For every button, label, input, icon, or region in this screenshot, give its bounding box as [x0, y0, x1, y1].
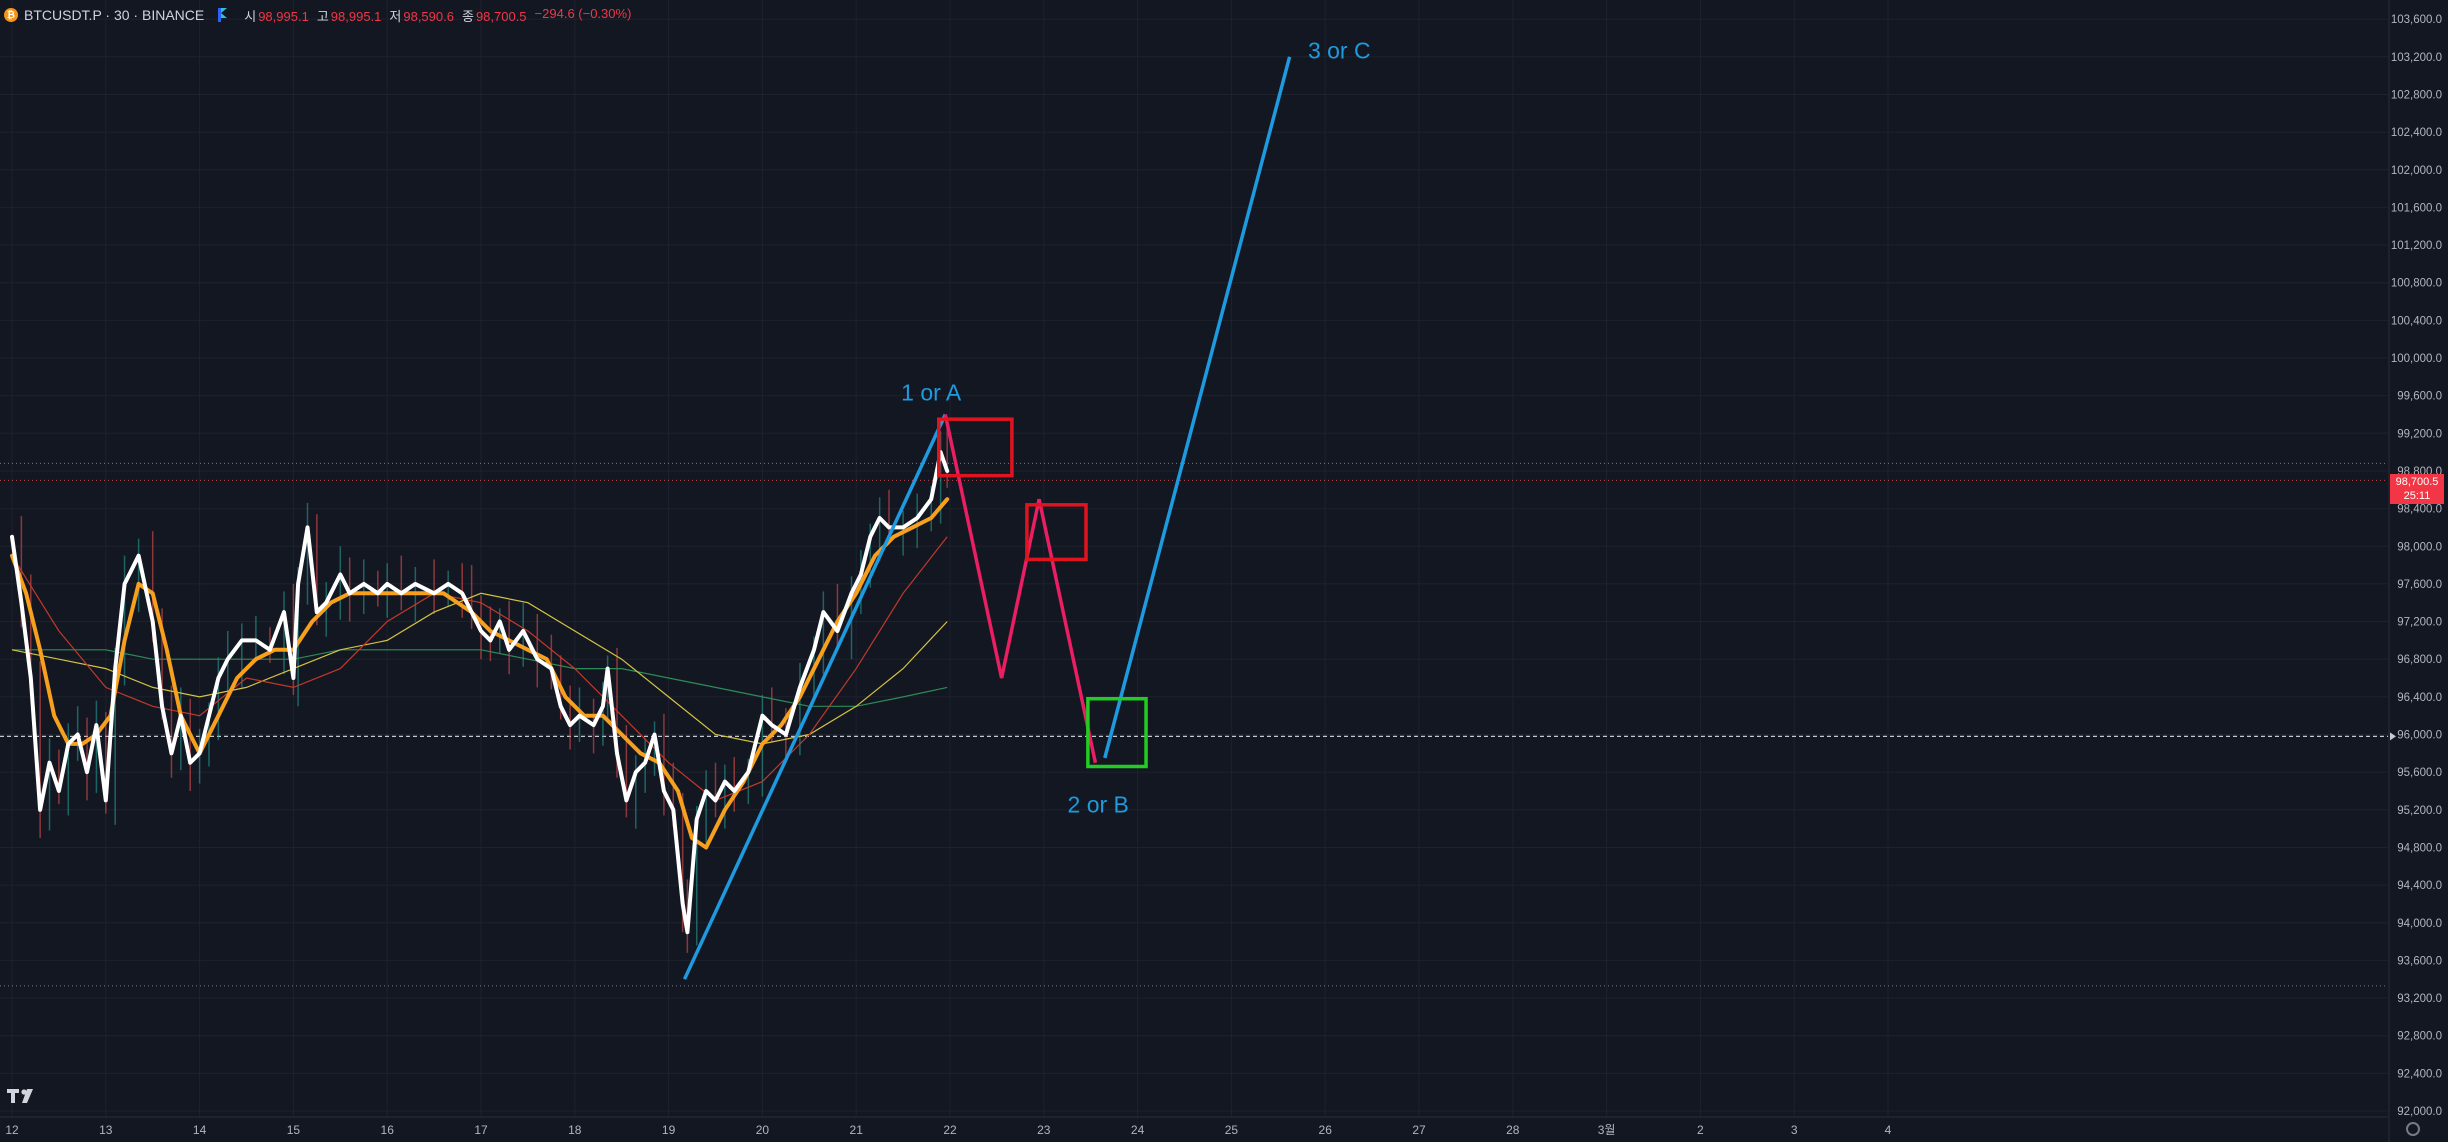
price-tick-label: 100,800.0 [2391, 278, 2442, 290]
ohlc-open-value: 98,995.1 [258, 8, 309, 24]
time-tick-label: 16 [381, 1123, 395, 1137]
price-tick-label: 96,000.0 [2397, 730, 2442, 742]
time-tick-label: 18 [568, 1123, 582, 1137]
chart-grid [0, 0, 2388, 1117]
price-tick-label: 93,200.0 [2397, 993, 2442, 1005]
red-box-2 [1025, 503, 1088, 562]
price-tick-label: 98,400.0 [2397, 504, 2442, 516]
red-box-1 [936, 417, 1014, 478]
ohlc-close-label: 종 [461, 8, 474, 24]
time-tick-label: 22 [943, 1123, 957, 1137]
time-axis: 12 13 14 15 16 17 18 19 20 21 22 23 24 25 26 27 28 3월 2 3 4 [0, 1116, 2388, 1137]
ohlc-high-value: 98,995.1 [330, 8, 382, 24]
time-tick-label: 3월 [1598, 1123, 1616, 1137]
price-tick-label: 100,400.0 [2391, 315, 2442, 327]
price-tick-label: 92,800.0 [2397, 1031, 2442, 1043]
price-tick-label: 102,800.0 [2391, 89, 2442, 101]
wave-label-2: 2 or B [1068, 792, 1129, 818]
price-tick-label: 96,400.0 [2397, 692, 2442, 704]
price-tick-label: 99,200.0 [2397, 428, 2442, 440]
time-tick-label: 24 [1131, 1123, 1145, 1137]
wave-pink-line [943, 414, 1098, 764]
price-tick-label: 94,800.0 [2397, 842, 2442, 854]
time-tick-label: 12 [5, 1123, 19, 1137]
price-tick-label: 95,600.0 [2397, 767, 2442, 779]
price-tick-label: 96,800.0 [2397, 654, 2442, 666]
wave-label-3: 3 or C [1308, 38, 1371, 64]
time-tick-label: 27 [1412, 1123, 1426, 1137]
price-tick-label: 101,600.0 [2391, 202, 2442, 214]
price-tick-label: 95,200.0 [2397, 805, 2442, 817]
tradingview-logo-icon[interactable] [7, 1087, 39, 1105]
ohlc-high-label: 고 [316, 8, 329, 24]
time-tick-label: 25 [1225, 1123, 1239, 1137]
settings-gear-icon[interactable] [2406, 1122, 2420, 1136]
ohlc-low-value: 98,590.6 [403, 8, 454, 24]
symbol-title[interactable]: BTCUSDT.P · 30 · BINANCE [24, 7, 205, 23]
price-tick-label: 101,200.0 [2391, 240, 2442, 252]
time-tick-label: 23 [1037, 1123, 1051, 1137]
price-tick-label: 99,600.0 [2397, 391, 2442, 403]
price-line [10, 450, 950, 935]
price-tick-label: 103,600.0 [2391, 14, 2442, 26]
time-tick-label: 4 [1885, 1123, 1892, 1137]
price-tick-label: 92,000.0 [2397, 1106, 2442, 1118]
time-tick-label: 17 [474, 1123, 488, 1137]
time-tick-label: 20 [756, 1123, 770, 1137]
bitcoin-icon: ₿ [4, 8, 18, 22]
time-tick-label: 13 [99, 1123, 113, 1137]
horizontal-levels [0, 462, 2388, 987]
time-tick-label: 3 [1791, 1123, 1798, 1137]
price-tick-label: 97,200.0 [2397, 617, 2442, 629]
price-tick-label: 102,400.0 [2391, 127, 2442, 139]
time-tick-label: 15 [287, 1123, 301, 1137]
ma-yellow-line [11, 592, 948, 745]
ohlc-values: 시 98,995.1 고 98,995.1 저 98,590.6 종 98,700.5 … [244, 6, 631, 25]
price-tick-label: 100,000.0 [2391, 353, 2442, 365]
ohlc-change-value: −294.6 (−0.30%) [534, 5, 632, 21]
ma-red-line [11, 536, 948, 802]
current-price-value: 98,700.5 [2395, 476, 2439, 488]
ohlc-low-label: 저 [389, 8, 402, 24]
price-tick-label: 98,000.0 [2397, 541, 2442, 553]
price-tick-label: 94,400.0 [2397, 880, 2442, 892]
wave-annotations: 1 or A 2 or B 3 or C [901, 38, 1370, 818]
zone-boxes [936, 417, 1148, 769]
current-price-tag: 98,700.5 25:11 [2390, 474, 2444, 504]
time-tick-label: 21 [850, 1123, 864, 1137]
price-tick-label: 92,400.0 [2397, 1068, 2442, 1080]
wave-label-1: 1 or A [901, 379, 962, 405]
symbol-header: ₿ BTCUSDT.P · 30 · BINANCE 시 98,995.1 고 98… [4, 4, 631, 26]
ohlc-close-value: 98,700.5 [475, 8, 527, 24]
time-tick-label: 28 [1506, 1123, 1520, 1137]
wave-blue-line-1 [682, 413, 947, 980]
price-tick-label: 93,600.0 [2397, 955, 2442, 967]
price-tick-label: 94,000.0 [2397, 918, 2442, 930]
time-tick-label: 14 [193, 1123, 207, 1137]
green-box [1086, 696, 1148, 769]
price-axis: 103,600.0 103,200.0 102,800.0 102,400.0 102,… [2388, 0, 2442, 1142]
time-tick-label: 2 [1697, 1123, 1704, 1137]
time-tick-label: 19 [662, 1123, 676, 1137]
bar-countdown: 25:11 [2403, 490, 2431, 502]
price-tick-label: 97,600.0 [2397, 579, 2442, 591]
price-series [10, 450, 950, 935]
flag-icon[interactable] [218, 8, 230, 22]
wave-blue-line-2 [1103, 56, 1292, 759]
level-marker-icon [2390, 732, 2396, 741]
price-tick-label: 102,000.0 [2391, 165, 2442, 177]
price-tick-label: 103,200.0 [2391, 52, 2442, 64]
time-tick-label: 26 [1319, 1123, 1333, 1137]
elliott-wave-drawings [682, 56, 1292, 980]
ohlc-open-label: 시 [244, 8, 257, 24]
